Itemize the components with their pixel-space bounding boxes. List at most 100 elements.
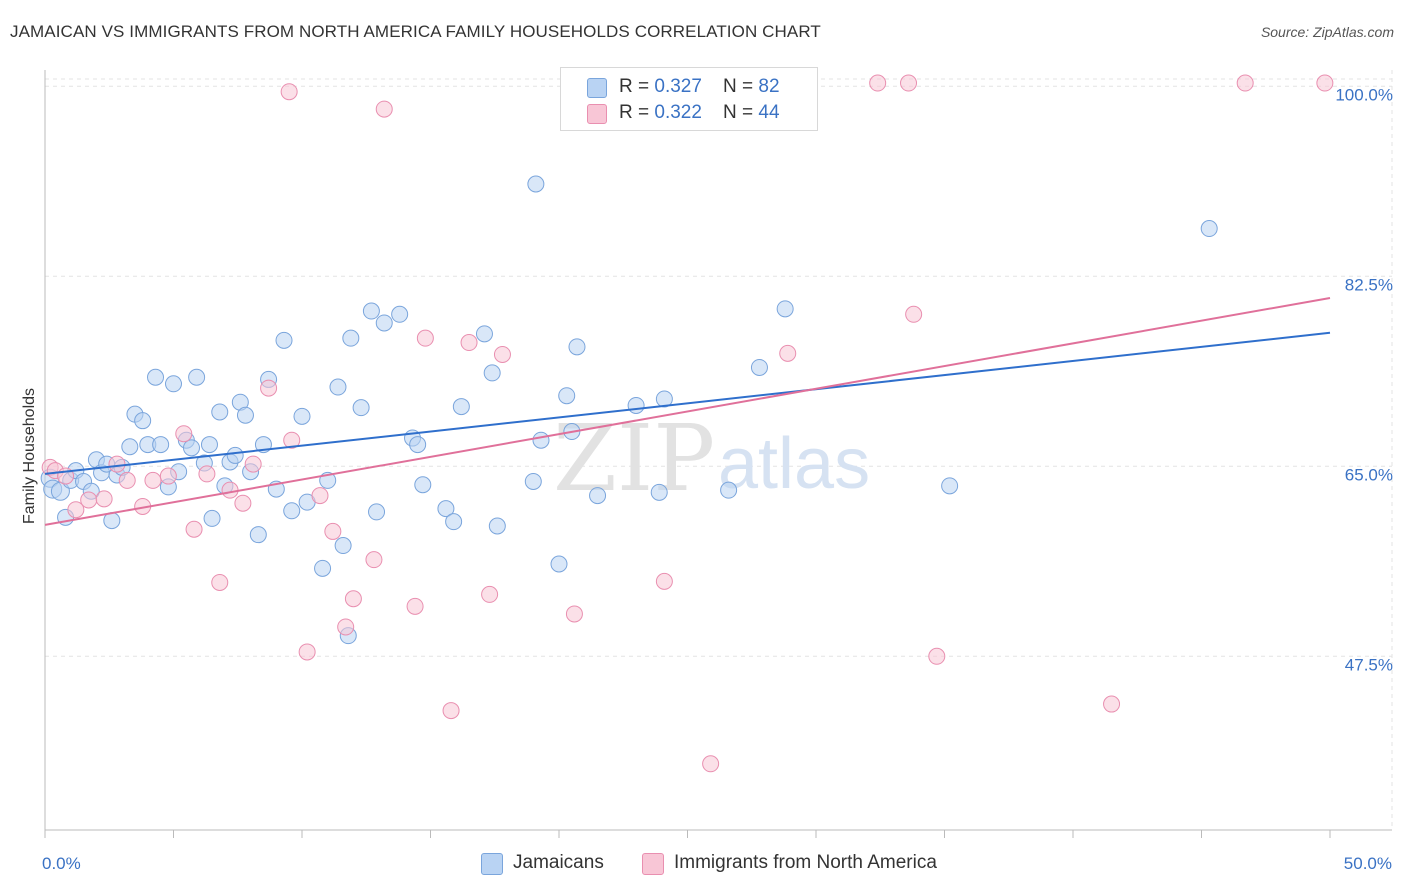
data-point-immigrants <box>144 471 162 489</box>
data-point-jamaicans <box>720 481 738 499</box>
chart-title: JAMAICAN VS IMMIGRANTS FROM NORTH AMERIC… <box>10 22 821 41</box>
data-point-jamaicans <box>314 559 332 577</box>
data-point-jamaicans <box>293 407 311 425</box>
x-tick-label: 0.0% <box>42 854 81 873</box>
data-point-jamaicans <box>283 502 301 520</box>
data-point-immigrants <box>337 618 355 636</box>
data-point-immigrants <box>159 467 177 485</box>
legend-label: Jamaicans <box>513 852 604 873</box>
data-point-immigrants <box>900 74 918 92</box>
data-point-immigrants <box>375 100 393 118</box>
data-point-immigrants <box>198 465 216 483</box>
data-point-immigrants <box>298 643 316 661</box>
data-point-immigrants <box>416 329 434 347</box>
data-point-immigrants <box>108 455 126 473</box>
data-point-immigrants <box>406 597 424 615</box>
legend-swatch-blue <box>587 78 607 98</box>
data-point-jamaicans <box>414 476 432 494</box>
data-point-immigrants <box>928 647 946 665</box>
data-point-immigrants <box>80 491 98 509</box>
data-point-jamaicans <box>375 314 393 332</box>
data-point-immigrants <box>1103 695 1121 713</box>
data-point-jamaicans <box>342 329 360 347</box>
data-point-jamaicans <box>203 509 221 527</box>
data-point-immigrants <box>481 585 499 603</box>
data-point-immigrants <box>344 590 362 608</box>
data-point-immigrants <box>280 83 298 101</box>
data-point-jamaicans <box>488 517 506 535</box>
x-tick-label: 50.0% <box>1344 854 1392 873</box>
data-point-jamaicans <box>437 500 455 518</box>
watermark: ZIP atlas <box>553 405 870 512</box>
legend-swatch-blue <box>481 853 503 875</box>
data-point-jamaicans <box>134 412 152 430</box>
series-legend: Jamaicans Immigrants from North America <box>0 852 1406 876</box>
data-point-jamaicans <box>475 325 493 343</box>
data-point-jamaicans <box>627 396 645 414</box>
legend-stats: R = 0.327 N = 82 <box>619 76 780 97</box>
data-point-jamaicans <box>568 338 586 356</box>
trend-line-jamaicans <box>44 331 1331 475</box>
legend-stats: R = 0.322 N = 44 <box>619 102 780 123</box>
data-point-immigrants <box>234 494 252 512</box>
data-point-jamaicans <box>362 302 380 320</box>
tick-labels: 47.5% 65.0% 82.5% 100.0% 0.0% 50.0% <box>42 85 1393 873</box>
data-point-jamaicans <box>409 436 427 454</box>
data-point-jamaicans <box>776 300 794 318</box>
data-point-jamaicans <box>655 390 673 408</box>
data-point-immigrants <box>565 605 583 623</box>
data-point-jamaicans <box>589 487 607 505</box>
data-point-jamaicans <box>483 364 501 382</box>
y-tick-label: 65.0% <box>1345 465 1393 484</box>
legend-swatch-pink <box>642 853 664 875</box>
data-point-immigrants <box>655 572 673 590</box>
data-point-jamaicans <box>650 483 668 501</box>
source-credit: Source: ZipAtlas.com <box>1260 24 1394 40</box>
axes <box>44 70 1392 838</box>
trend-lines <box>44 297 1331 526</box>
data-point-immigrants <box>1236 74 1254 92</box>
data-point-jamaicans <box>368 503 386 521</box>
trend-line-immigrants <box>44 297 1331 526</box>
data-point-immigrants <box>442 702 460 720</box>
data-point-immigrants <box>311 487 329 505</box>
data-point-jamaicans <box>750 358 768 376</box>
data-point-immigrants <box>324 522 342 540</box>
y-tick-label: 82.5% <box>1345 275 1393 294</box>
correlation-legend: R = 0.327 N = 82 R = 0.322 N = 44 <box>560 67 818 131</box>
data-point-immigrants <box>175 425 193 443</box>
data-point-jamaicans <box>1200 220 1218 238</box>
data-point-jamaicans <box>211 403 229 421</box>
watermark-atlas: atlas <box>718 424 870 504</box>
data-point-jamaicans <box>182 439 200 457</box>
data-point-immigrants <box>95 490 113 508</box>
data-point-jamaicans <box>188 368 206 386</box>
data-point-immigrants <box>779 344 797 362</box>
series-immigrants-north-america <box>41 74 1334 773</box>
data-point-jamaicans <box>524 472 542 490</box>
data-point-jamaicans <box>121 438 139 456</box>
data-point-immigrants <box>211 573 229 591</box>
data-point-jamaicans <box>147 368 165 386</box>
data-point-jamaicans <box>941 477 959 495</box>
data-point-immigrants <box>118 471 136 489</box>
data-point-immigrants <box>460 334 478 352</box>
grid-lines <box>45 70 1393 830</box>
data-point-immigrants <box>702 755 720 773</box>
data-point-immigrants <box>365 551 383 569</box>
data-point-immigrants <box>869 74 887 92</box>
data-point-jamaicans <box>236 406 254 424</box>
data-point-immigrants <box>67 501 85 519</box>
data-point-jamaicans <box>275 331 293 349</box>
data-point-jamaicans <box>391 305 409 323</box>
data-point-immigrants <box>221 481 239 499</box>
data-point-immigrants <box>283 431 301 449</box>
data-point-jamaicans <box>334 537 352 555</box>
y-tick-label: 100.0% <box>1335 85 1393 104</box>
data-point-immigrants <box>185 520 203 538</box>
y-tick-label: 47.5% <box>1345 655 1393 674</box>
watermark-zip: ZIP <box>553 405 715 512</box>
data-point-jamaicans <box>527 175 545 193</box>
legend-label: Immigrants from North America <box>674 852 937 873</box>
